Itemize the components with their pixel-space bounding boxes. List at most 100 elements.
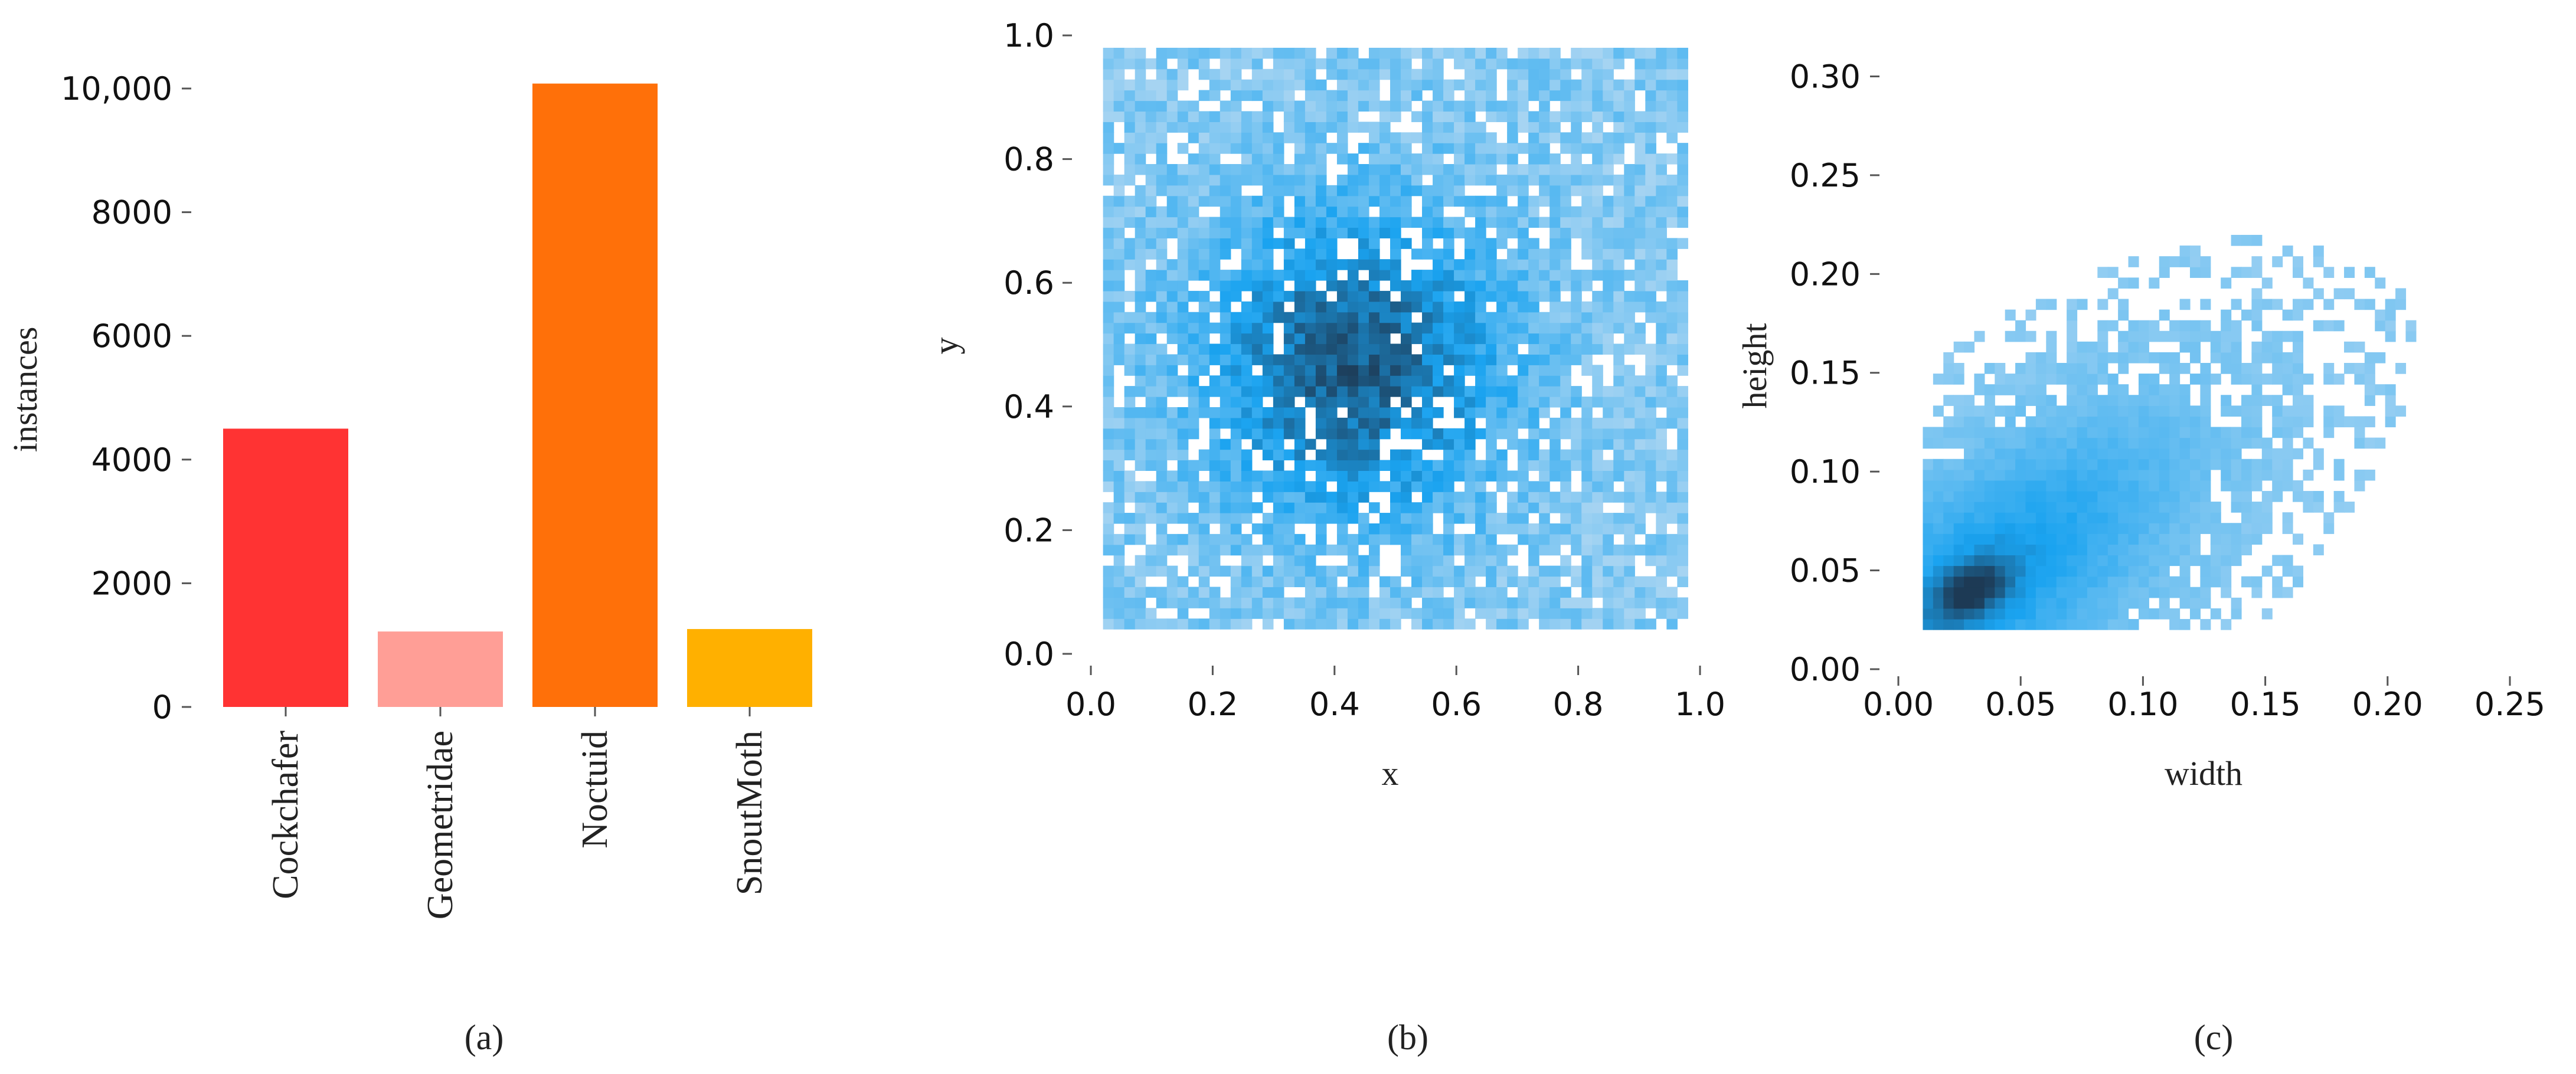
- histogram-cell: [1964, 416, 1975, 428]
- histogram-cell: [1198, 185, 1210, 197]
- histogram-cell: [1273, 185, 1284, 197]
- histogram-cell: [2128, 533, 2139, 545]
- histogram-cell: [1422, 555, 1433, 567]
- histogram-cell: [2303, 490, 2314, 502]
- histogram-cell: [1358, 608, 1369, 619]
- histogram-cell: [1315, 492, 1327, 503]
- histogram-cell: [2221, 427, 2232, 438]
- histogram-cell: [1634, 195, 1646, 207]
- histogram-cell: [1974, 405, 1985, 417]
- histogram-cell: [2138, 448, 2149, 460]
- histogram-cell: [1262, 290, 1274, 302]
- histogram-cell: [2169, 618, 2181, 630]
- histogram-cell: [2015, 512, 2026, 523]
- histogram-cell: [1613, 470, 1624, 482]
- histogram-cell: [2015, 459, 2026, 470]
- histogram-cell: [2097, 523, 2108, 534]
- histogram-cell: [1507, 397, 1518, 408]
- histogram-cell: [1166, 217, 1178, 228]
- histogram-cell: [1305, 47, 1316, 59]
- histogram-cell: [1592, 502, 1603, 513]
- histogram-cell: [1156, 132, 1168, 143]
- histogram-cell: [1433, 492, 1444, 503]
- histogram-cell: [1145, 238, 1157, 249]
- histogram-cell: [2025, 416, 2036, 428]
- histogram-cell: [1464, 174, 1476, 186]
- histogram-cell: [2179, 395, 2191, 406]
- histogram-cell: [1464, 122, 1476, 133]
- histogram-cell: [1645, 576, 1656, 588]
- histogram-cell: [1241, 407, 1253, 418]
- histogram-cell: [1475, 555, 1486, 567]
- histogram-cell: [1995, 448, 2006, 460]
- histogram-cell: [1666, 195, 1678, 207]
- histogram-cell: [1592, 460, 1603, 471]
- histogram-cell: [1336, 470, 1348, 482]
- histogram-cell: [1560, 587, 1571, 598]
- histogram-cell: [1135, 290, 1146, 302]
- histogram-cell: [2149, 469, 2160, 481]
- histogram-cell: [1198, 492, 1210, 503]
- histogram-cell: [1358, 533, 1369, 545]
- histogram-cell: [1230, 217, 1242, 228]
- histogram-cell: [2097, 448, 2108, 460]
- histogram-cell: [1368, 312, 1380, 323]
- histogram-cell: [1336, 301, 1348, 313]
- histogram-cell: [1390, 217, 1401, 228]
- histogram-cell: [1603, 417, 1614, 429]
- histogram-cell: [1166, 163, 1178, 175]
- histogram-cell: [1390, 206, 1401, 218]
- histogram-cell: [1624, 597, 1635, 608]
- histogram-cell: [1592, 438, 1603, 450]
- histogram-cell: [1135, 533, 1146, 545]
- histogram-cell: [1156, 386, 1168, 397]
- histogram-cell: [2138, 427, 2149, 438]
- histogram-cell: [1368, 270, 1380, 281]
- histogram-cell: [1220, 100, 1231, 112]
- histogram-cell: [2087, 555, 2098, 567]
- histogram-cell: [1166, 185, 1178, 197]
- histogram-cell: [1613, 513, 1624, 524]
- histogram-cell: [2056, 469, 2067, 481]
- histogram-cell: [1230, 597, 1242, 608]
- histogram-cell: [1262, 79, 1274, 91]
- histogram-cell: [2189, 374, 2201, 385]
- histogram-cell: [1283, 111, 1295, 122]
- histogram-cell: [2128, 427, 2139, 438]
- histogram-cell: [1294, 270, 1306, 281]
- histogram-cell: [1581, 449, 1593, 461]
- histogram-cell: [1145, 333, 1157, 345]
- histogram-cell: [1336, 608, 1348, 619]
- histogram-cell: [1443, 618, 1454, 630]
- histogram-cell: [1549, 470, 1561, 482]
- histogram-cell: [2169, 437, 2181, 449]
- histogram-cell: [1995, 618, 2006, 630]
- histogram-cell: [2077, 502, 2088, 513]
- histogram-cell: [1422, 576, 1433, 588]
- histogram-cell: [2354, 480, 2365, 492]
- histogram-cell: [1518, 227, 1529, 238]
- histogram-cell: [1305, 227, 1316, 238]
- histogram-cell: [1518, 481, 1529, 492]
- histogram-cell: [1443, 312, 1454, 323]
- histogram-cell: [1433, 322, 1444, 334]
- histogram-cell: [1305, 397, 1316, 408]
- histogram-cell: [2046, 597, 2057, 609]
- histogram-cell: [1443, 481, 1454, 492]
- histogram-cell: [1241, 576, 1253, 588]
- histogram-cell: [1486, 386, 1497, 397]
- histogram-cell: [2138, 384, 2149, 395]
- histogram-cell: [1528, 132, 1539, 143]
- histogram-cell: [1368, 343, 1380, 355]
- histogram-cell: [1220, 470, 1231, 482]
- histogram-cell: [2046, 523, 2057, 534]
- histogram-cell: [2015, 555, 2026, 567]
- histogram-cell: [2323, 374, 2335, 385]
- histogram-cell: [2293, 448, 2304, 460]
- histogram-cell: [1411, 365, 1423, 376]
- histogram-cell: [2189, 267, 2201, 278]
- histogram-cell: [1433, 597, 1444, 608]
- histogram-cell: [1358, 195, 1369, 207]
- histogram-cell: [1571, 502, 1582, 513]
- histogram-cell: [1507, 185, 1518, 197]
